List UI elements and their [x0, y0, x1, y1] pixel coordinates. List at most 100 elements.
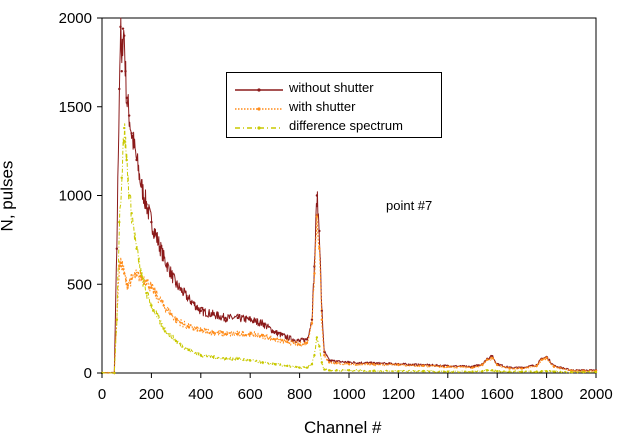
data-point-without-shutter-32 — [318, 229, 321, 233]
data-point-with-shutter-17 — [224, 332, 227, 336]
data-point-with-shutter-30 — [323, 354, 326, 357]
data-point-with-shutter-36 — [421, 364, 425, 368]
y-tick-label-4: 2000 — [59, 10, 92, 27]
legend-label-with-shutter: with shutter — [289, 98, 356, 114]
legend-swatch-difference-spectrum — [235, 120, 283, 130]
x-tick-label-7: 1400 — [431, 386, 464, 403]
data-point-without-shutter-37 — [347, 361, 351, 364]
data-point-without-shutter-27 — [298, 339, 301, 343]
data-point-difference-spectrum-37 — [421, 370, 425, 373]
data-point-difference-spectrum-28 — [315, 336, 319, 339]
data-point-with-shutter-14 — [187, 325, 190, 329]
data-point-difference-spectrum-39 — [471, 370, 474, 373]
data-point-difference-spectrum-40 — [481, 370, 484, 373]
data-point-without-shutter-7 — [123, 34, 126, 37]
data-point-without-shutter-26 — [286, 336, 289, 339]
y-tick-label-0: 0 — [84, 365, 92, 382]
x-tick-label-8: 1600 — [481, 386, 514, 403]
data-point-with-shutter-40 — [486, 358, 489, 361]
data-point-difference-spectrum-30 — [320, 361, 324, 364]
axes-layer: 0 200 400 600 800 1000 1200 1400 1600 1800 2000 0 50… — [59, 10, 613, 403]
data-point-difference-spectrum-15 — [187, 348, 190, 352]
data-point-difference-spectrum-46 — [535, 370, 538, 373]
data-point-with-shutter-29 — [320, 318, 324, 321]
x-tick-label-4: 800 — [287, 386, 312, 403]
data-point-with-shutter-33 — [347, 362, 351, 366]
data-point-without-shutter-2 — [115, 247, 119, 250]
data-point-with-shutter-18 — [236, 332, 240, 336]
x-tick-label-0: 0 — [98, 386, 106, 403]
x-tick-label-2: 400 — [188, 386, 213, 403]
y-tick-label-2: 1000 — [59, 188, 92, 205]
data-point-difference-spectrum-21 — [261, 361, 264, 364]
data-point-with-shutter-42 — [496, 363, 499, 367]
data-point-with-shutter-5 — [123, 272, 126, 275]
data-point-with-shutter-39 — [481, 363, 484, 367]
data-point-difference-spectrum-18 — [224, 357, 227, 360]
data-point-difference-spectrum-5 — [123, 126, 126, 130]
data-point-with-shutter-44 — [520, 367, 524, 370]
data-point-without-shutter-15 — [150, 220, 153, 224]
data-point-without-shutter-21 — [224, 316, 227, 320]
data-point-without-shutter-31 — [315, 194, 319, 197]
data-point-without-shutter-13 — [140, 185, 143, 188]
data-point-difference-spectrum-23 — [286, 364, 289, 368]
y-tick-label-3: 1500 — [59, 99, 92, 116]
data-point-difference-spectrum-1 — [113, 371, 116, 375]
data-point-difference-spectrum-36 — [397, 370, 400, 373]
data-point-difference-spectrum-19 — [236, 357, 240, 360]
data-point-difference-spectrum-35 — [372, 369, 375, 373]
data-point-with-shutter-7 — [130, 277, 133, 281]
legend-swatch-with-shutter — [235, 101, 283, 111]
data-point-difference-spectrum-42 — [491, 369, 494, 372]
legend: without shutter with shutter difference … — [226, 72, 442, 138]
data-point-without-shutter-3 — [118, 87, 121, 91]
data-point-without-shutter-24 — [261, 322, 264, 325]
data-point-with-shutter-10 — [145, 279, 148, 282]
data-point-difference-spectrum-47 — [540, 370, 543, 373]
legend-swatch-without-shutter — [235, 82, 283, 92]
data-point-difference-spectrum-8 — [130, 212, 133, 215]
data-point-difference-spectrum-49 — [552, 370, 556, 373]
data-point-with-shutter-48 — [552, 365, 556, 368]
data-point-difference-spectrum-32 — [328, 369, 331, 372]
x-tick-label-9: 1800 — [530, 386, 563, 403]
data-point-with-shutter-15 — [199, 329, 202, 332]
data-point-with-shutter-20 — [261, 334, 264, 337]
legend-item-with-shutter: with shutter — [235, 97, 355, 115]
data-point-without-shutter-22 — [236, 316, 240, 320]
data-point-with-shutter-27 — [315, 215, 319, 218]
legend-label-without-shutter: without shutter — [289, 79, 374, 95]
data-point-difference-spectrum-16 — [199, 354, 202, 357]
data-point-with-shutter-46 — [540, 358, 543, 361]
data-point-without-shutter-29 — [310, 318, 314, 321]
data-point-without-shutter-4 — [119, 25, 122, 29]
data-point-difference-spectrum-13 — [162, 327, 165, 330]
data-point-with-shutter-43 — [508, 367, 511, 370]
data-point-with-shutter-3 — [118, 265, 121, 268]
data-point-with-shutter-24 — [305, 341, 309, 345]
data-point-with-shutter-19 — [249, 332, 252, 336]
data-point-difference-spectrum-24 — [298, 366, 301, 369]
data-point-difference-spectrum-20 — [249, 359, 252, 362]
legend-item-without-shutter: without shutter — [235, 78, 374, 96]
data-point-difference-spectrum-10 — [140, 274, 143, 277]
data-point-with-shutter-12 — [162, 304, 165, 307]
data-point-without-shutter-6 — [121, 27, 125, 30]
data-point-difference-spectrum-27 — [313, 354, 316, 357]
data-point-with-shutter-23 — [298, 343, 301, 346]
data-point-difference-spectrum-52 — [594, 370, 598, 374]
data-point-with-shutter-47 — [545, 356, 548, 360]
series-line-with-shutter — [101, 213, 597, 374]
x-tick-label-10: 2000 — [579, 386, 612, 403]
series-difference-spectrum — [100, 123, 598, 375]
x-tick-label-3: 600 — [238, 386, 263, 403]
data-point-difference-spectrum-43 — [496, 370, 499, 373]
legend-label-difference-spectrum: difference spectrum — [289, 117, 403, 133]
data-point-difference-spectrum-31 — [323, 368, 326, 371]
x-tick-label-1: 200 — [139, 386, 164, 403]
data-point-difference-spectrum-11 — [145, 291, 148, 295]
data-point-without-shutter-23 — [249, 318, 252, 321]
x-tick-label-5: 1000 — [332, 386, 365, 403]
